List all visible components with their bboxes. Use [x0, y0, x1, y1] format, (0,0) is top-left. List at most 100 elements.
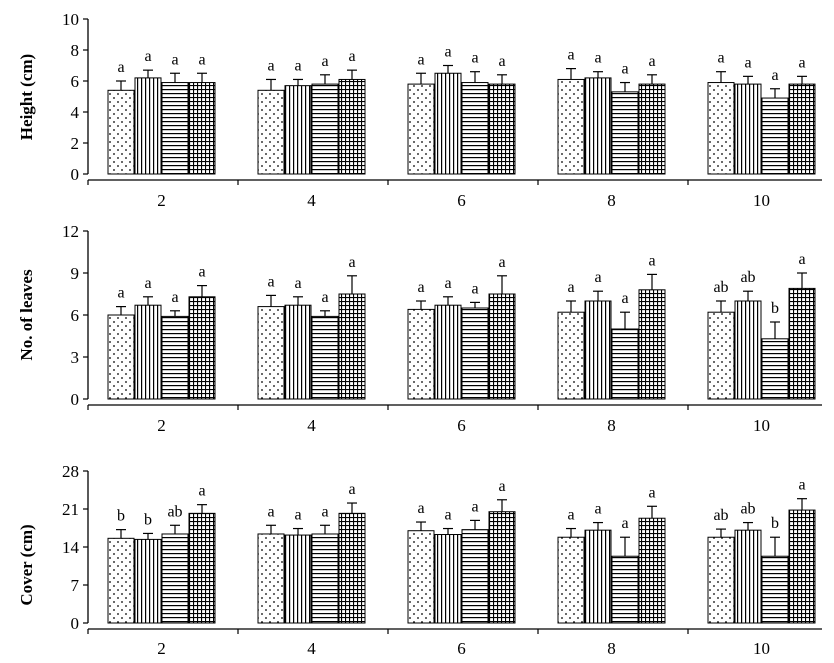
cover-bar — [161, 533, 189, 624]
cover-significance-letter: a — [198, 483, 205, 500]
height-x-tick-label: 6 — [457, 191, 466, 210]
height-chart: Height (cm) 0 2 4 6 8 10 a a a a 2 a a a a 4 a a a a 6 a a a a 8 a… — [17, 10, 822, 210]
cover-bar — [584, 529, 612, 624]
cover-x-tick-label: 8 — [607, 639, 616, 658]
leaves-significance-letter: a — [621, 290, 628, 307]
leaves-significance-letter: a — [294, 275, 301, 292]
height-bar — [707, 82, 735, 175]
leaves-y-tick-label: 9 — [71, 264, 80, 283]
cover-y-tick-label: 0 — [71, 614, 80, 633]
height-significance-letter: a — [621, 61, 628, 78]
cover-significance-letter: a — [567, 507, 574, 524]
cover-bar — [788, 509, 816, 624]
leaves-x-tick-label: 6 — [457, 416, 466, 435]
height-bar — [107, 89, 135, 175]
cover-x-tick-label: 2 — [157, 639, 166, 658]
height-x-tick-label: 2 — [157, 191, 166, 210]
height-bar — [284, 85, 312, 175]
leaves-x-tick-label: 4 — [307, 416, 316, 435]
leaves-bar — [461, 307, 489, 400]
height-significance-letter: a — [198, 51, 205, 68]
leaves-bar — [134, 304, 162, 400]
leaves-y-tick-label: 6 — [71, 306, 80, 325]
leaves-bar — [611, 328, 639, 400]
height-bar — [434, 72, 462, 175]
leaves-bar — [638, 289, 666, 400]
cover-bar — [107, 537, 135, 624]
height-significance-letter: a — [471, 50, 478, 67]
leaves-significance-letter: ab — [740, 269, 755, 286]
height-significance-letter: a — [771, 67, 778, 84]
leaves-bar — [284, 304, 312, 400]
height-bar — [407, 83, 435, 175]
leaves-significance-letter: a — [444, 275, 451, 292]
leaves-chart: No. of leaves 0 3 6 9 12 a a a a 2 a a a a 4 a a a a 6 a a a a 8… — [17, 222, 822, 435]
leaves-x-tick-label: 10 — [753, 416, 770, 435]
height-significance-letter: a — [117, 59, 124, 76]
leaves-significance-letter: a — [117, 285, 124, 302]
cover-bar — [488, 511, 516, 624]
height-significance-letter: a — [717, 50, 724, 67]
cover-significance-letter: b — [117, 508, 125, 525]
leaves-chart-ylabel: No. of leaves — [17, 269, 36, 361]
cover-significance-letter: a — [471, 498, 478, 515]
leaves-bar — [761, 338, 789, 400]
height-chart-ylabel: Height (cm) — [17, 54, 36, 140]
leaves-significance-letter: a — [267, 273, 274, 290]
cover-bar — [638, 517, 666, 624]
height-significance-letter: a — [144, 48, 151, 65]
height-bar — [611, 91, 639, 175]
cover-significance-letter: a — [267, 503, 274, 520]
height-bar — [638, 83, 666, 175]
leaves-x-tick-label: 8 — [607, 416, 616, 435]
cover-x-tick-label: 10 — [753, 639, 770, 658]
cover-chart-ylabel: Cover (cm) — [17, 524, 36, 605]
cover-bar — [407, 530, 435, 624]
height-bar — [257, 89, 285, 175]
height-bar — [788, 83, 816, 175]
cover-bar — [761, 555, 789, 624]
leaves-bar — [338, 293, 366, 400]
cover-x-tick-label: 6 — [457, 639, 466, 658]
height-bar — [134, 77, 162, 175]
leaves-significance-letter: a — [498, 254, 505, 271]
leaves-y-tick-label: 12 — [62, 222, 79, 241]
height-significance-letter: a — [648, 53, 655, 70]
height-y-tick-label: 6 — [71, 72, 80, 91]
cover-bar — [707, 536, 735, 624]
leaves-significance-letter: ab — [713, 279, 728, 296]
height-significance-letter: a — [444, 44, 451, 61]
leaves-bar — [434, 304, 462, 400]
leaves-bar — [488, 293, 516, 400]
leaves-bar — [311, 315, 339, 400]
cover-significance-letter: a — [798, 477, 805, 494]
cover-significance-letter: ab — [740, 501, 755, 518]
cover-bar — [338, 512, 366, 624]
cover-significance-letter: a — [294, 507, 301, 524]
cover-significance-letter: a — [594, 501, 601, 518]
height-significance-letter: a — [348, 48, 355, 65]
cover-bar — [461, 529, 489, 624]
leaves-significance-letter: a — [198, 264, 205, 281]
cover-bar — [311, 533, 339, 624]
leaves-significance-letter: a — [348, 254, 355, 271]
cover-significance-letter: ab — [167, 503, 182, 520]
height-x-tick-label: 4 — [307, 191, 316, 210]
leaves-bar — [788, 287, 816, 400]
height-bar — [338, 78, 366, 175]
height-significance-letter: a — [498, 53, 505, 70]
leaves-x-tick-label: 2 — [157, 416, 166, 435]
cover-bar — [611, 555, 639, 624]
leaves-bar — [188, 296, 216, 400]
height-y-tick-label: 2 — [71, 134, 80, 153]
leaves-bar — [407, 308, 435, 400]
height-y-tick-label: 4 — [71, 103, 80, 122]
cover-significance-letter: ab — [713, 507, 728, 524]
leaves-significance-letter: a — [171, 289, 178, 306]
height-bar — [584, 77, 612, 175]
leaves-significance-letter: a — [798, 251, 805, 268]
height-bar — [488, 83, 516, 175]
cover-y-tick-label: 14 — [62, 538, 80, 557]
height-significance-letter: a — [171, 51, 178, 68]
cover-bar — [134, 538, 162, 624]
